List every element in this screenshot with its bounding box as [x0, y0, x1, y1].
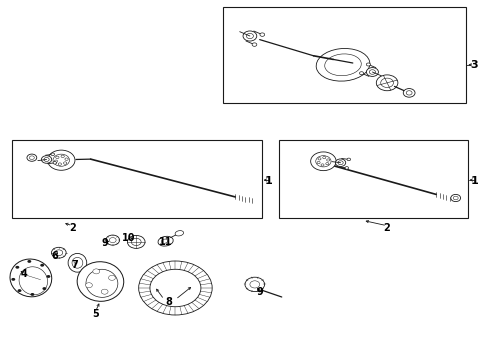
Circle shape [338, 161, 343, 165]
Bar [279, 140, 468, 218]
Circle shape [317, 161, 320, 164]
Text: 3: 3 [470, 60, 478, 70]
Ellipse shape [158, 236, 173, 246]
Circle shape [56, 156, 59, 158]
Circle shape [65, 158, 68, 160]
Text: 2: 2 [384, 222, 391, 233]
Circle shape [11, 278, 15, 281]
Ellipse shape [316, 49, 370, 81]
Bar [223, 7, 466, 103]
Circle shape [15, 266, 19, 269]
Text: 9: 9 [256, 287, 263, 297]
Circle shape [311, 152, 336, 171]
Circle shape [48, 150, 75, 170]
Circle shape [335, 159, 345, 166]
Text: 4: 4 [20, 269, 27, 279]
Circle shape [51, 247, 66, 258]
Circle shape [61, 155, 64, 158]
Circle shape [44, 158, 49, 161]
Ellipse shape [161, 239, 168, 243]
Circle shape [245, 277, 265, 292]
Ellipse shape [86, 269, 118, 297]
Circle shape [323, 157, 326, 159]
Circle shape [360, 72, 364, 75]
Circle shape [30, 293, 34, 296]
Circle shape [326, 163, 329, 165]
Text: 7: 7 [71, 260, 78, 270]
Circle shape [106, 235, 120, 245]
Text: 2: 2 [69, 222, 76, 233]
Bar [12, 140, 262, 218]
Circle shape [47, 275, 50, 278]
Circle shape [43, 287, 47, 290]
Circle shape [252, 43, 257, 46]
Circle shape [27, 154, 37, 161]
Circle shape [318, 158, 321, 160]
Circle shape [93, 269, 99, 274]
Text: 1: 1 [265, 176, 272, 186]
Ellipse shape [72, 257, 83, 268]
Circle shape [451, 194, 461, 202]
Circle shape [41, 156, 52, 163]
Circle shape [260, 33, 265, 36]
Circle shape [403, 89, 415, 97]
Circle shape [369, 70, 375, 74]
Circle shape [243, 31, 257, 41]
Circle shape [101, 289, 108, 294]
Ellipse shape [175, 231, 184, 236]
Circle shape [367, 63, 370, 66]
Text: 5: 5 [92, 309, 99, 319]
Ellipse shape [10, 259, 52, 297]
Circle shape [321, 164, 324, 166]
Circle shape [108, 275, 115, 280]
Circle shape [327, 159, 330, 161]
Text: 8: 8 [166, 297, 172, 307]
Circle shape [345, 167, 348, 169]
Text: 1: 1 [470, 176, 478, 186]
Circle shape [51, 153, 54, 156]
Text: 11: 11 [159, 237, 172, 247]
Circle shape [18, 289, 22, 292]
Text: 10: 10 [122, 233, 135, 243]
Circle shape [54, 160, 58, 162]
Text: 9: 9 [102, 238, 109, 248]
Circle shape [27, 260, 31, 263]
Ellipse shape [68, 253, 87, 272]
Circle shape [86, 283, 93, 288]
Circle shape [367, 68, 378, 76]
Circle shape [127, 235, 145, 248]
Circle shape [246, 33, 253, 39]
Ellipse shape [77, 262, 124, 301]
Text: 6: 6 [51, 251, 58, 261]
Circle shape [347, 158, 350, 161]
Circle shape [53, 162, 56, 164]
Circle shape [40, 264, 44, 267]
Circle shape [64, 162, 67, 164]
Circle shape [58, 163, 61, 165]
